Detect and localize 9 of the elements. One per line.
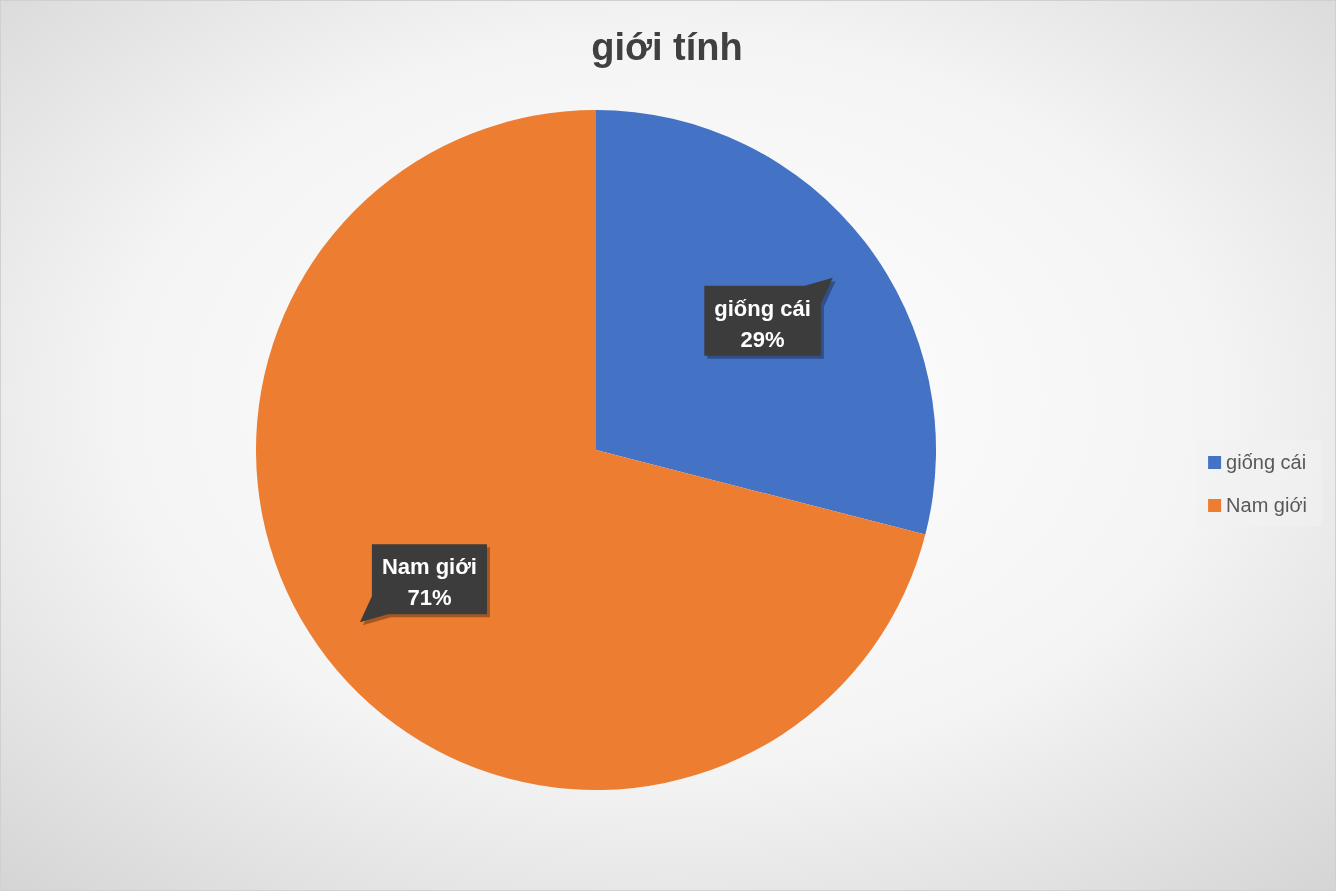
legend-label: giống cái [1226, 451, 1307, 473]
data-label: 71% [407, 585, 452, 611]
pie-slice [596, 110, 936, 535]
legend-label: Nam giới [1226, 494, 1308, 516]
data-label: 29% [740, 326, 785, 352]
slice-label: Nam giới [381, 554, 477, 580]
chart-title: giới tính [591, 26, 743, 68]
pie-slice [256, 110, 926, 790]
slice-label: giống cái [714, 295, 811, 321]
